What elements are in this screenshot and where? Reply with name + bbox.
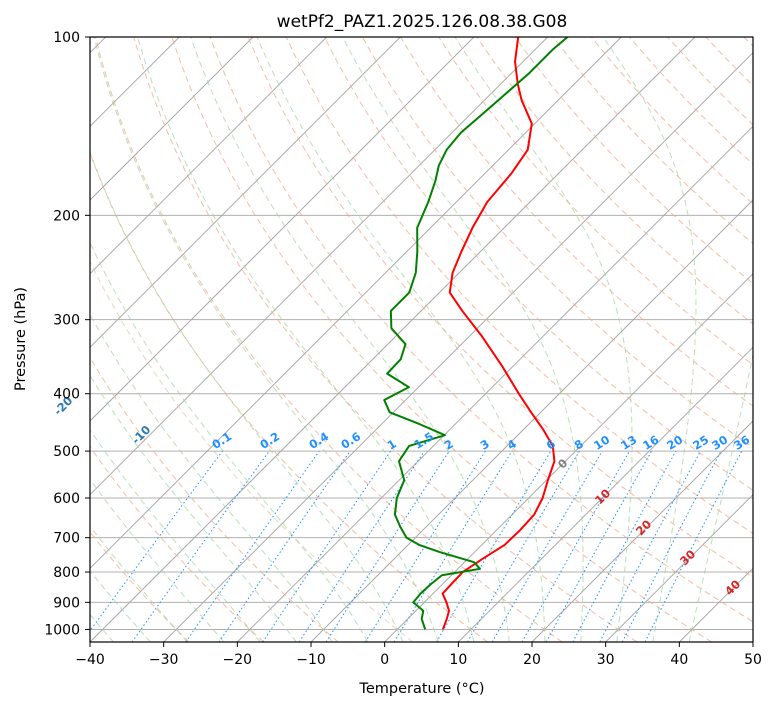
moist-adiabat-line	[90, 478, 225, 642]
isotherm-line	[384, 272, 753, 642]
temperature-profile-line	[441, 37, 556, 630]
mixing-ratio-line	[545, 450, 653, 642]
isotherm-line	[457, 346, 753, 642]
y-tick-label: 900	[53, 595, 80, 611]
background-lines	[90, 37, 753, 642]
dry-adiabat-line	[247, 37, 753, 578]
dry-adiabat-line	[90, 260, 414, 642]
isotherm-line	[163, 51, 753, 642]
y-tick-label: 700	[53, 531, 80, 547]
isotherm-line	[90, 37, 401, 349]
moist-adiabat-line	[137, 37, 475, 642]
moist-adiabat-line	[90, 525, 188, 642]
x-axis-title: Temperature (°C)	[358, 681, 484, 697]
dry-adiabat-line	[90, 445, 264, 642]
mixing-ratio-line	[298, 450, 425, 642]
dewpoint-profile-line	[383, 37, 569, 630]
x-tick-label: 10	[449, 652, 467, 668]
mixing-ratio-line	[218, 450, 351, 642]
mixing-ratio-line	[644, 450, 743, 642]
dry-adiabat-line	[514, 37, 753, 285]
dry-adiabat-line	[95, 37, 563, 642]
y-tick-label: 200	[53, 208, 80, 224]
y-tick-label: 400	[53, 387, 80, 403]
isotherm-line	[90, 37, 254, 201]
y-tick-label: 800	[53, 565, 80, 581]
x-tick-label: 50	[744, 652, 762, 668]
isotherm-line	[90, 37, 328, 275]
moist-adiabat-line	[90, 570, 151, 642]
y-tick-label: 600	[53, 491, 80, 507]
mixing-ratio-line	[572, 450, 677, 642]
y-tick-label: 300	[53, 313, 80, 329]
moist-adiabat-line	[190, 37, 510, 642]
isotherm-line	[90, 37, 696, 642]
moist-adiabat-line	[342, 37, 584, 642]
y-tick-label: 500	[53, 444, 80, 460]
moist-adiabat-line	[90, 241, 369, 642]
dry-adiabat-line	[323, 37, 753, 491]
mixing-ratio-line	[90, 450, 223, 632]
isotherm-line	[90, 37, 622, 570]
chart-title: wetPf2_PAZ1.2025.126.08.38.G08	[277, 12, 568, 32]
isotherm-line	[531, 420, 753, 642]
mixing-ratio-line	[262, 450, 392, 642]
moist-adiabat-line	[90, 150, 404, 642]
x-tick-label: −40	[75, 652, 105, 668]
x-tick-label: −10	[296, 652, 326, 668]
x-tick-label: −20	[223, 652, 253, 668]
y-tick-label: 1000	[44, 622, 80, 638]
mixing-ratio-line	[185, 450, 320, 642]
isotherm-line	[236, 125, 753, 642]
moist-adiabat-line	[93, 37, 439, 642]
x-tick-label: 30	[597, 652, 615, 668]
dry-adiabat-line	[171, 37, 713, 642]
x-tick-label: −30	[149, 652, 179, 668]
plot-frame	[89, 36, 754, 643]
moist-adiabat-line	[90, 374, 297, 642]
dry-adiabat-line	[285, 37, 753, 534]
dry-adiabat-line	[209, 37, 753, 623]
moist-adiabat-line	[256, 37, 546, 642]
mixing-ratio-line	[325, 450, 450, 642]
x-tick-label: 40	[670, 652, 688, 668]
dry-adiabat-line	[476, 37, 753, 325]
mixing-ratio-line	[393, 450, 513, 642]
dry-adiabat-line	[133, 37, 638, 642]
moist-adiabat-line	[688, 352, 753, 642]
x-tick-label: 0	[380, 652, 389, 668]
isotherm-line	[90, 37, 549, 496]
mixing-ratio-line	[521, 450, 630, 642]
moist-adiabat-line	[90, 313, 333, 642]
y-tick-label: 100	[53, 30, 80, 46]
mixing-ratio-line	[131, 450, 270, 642]
isotherm-line	[605, 493, 753, 642]
x-tick-label: 20	[523, 652, 541, 668]
profile-lines	[383, 37, 569, 630]
y-axis-title: Pressure (hPa)	[13, 287, 29, 391]
moist-adiabat-line	[602, 37, 697, 642]
dry-adiabat-line	[90, 356, 339, 642]
isotherm-line	[90, 37, 475, 422]
moist-adiabat-line	[90, 428, 261, 642]
